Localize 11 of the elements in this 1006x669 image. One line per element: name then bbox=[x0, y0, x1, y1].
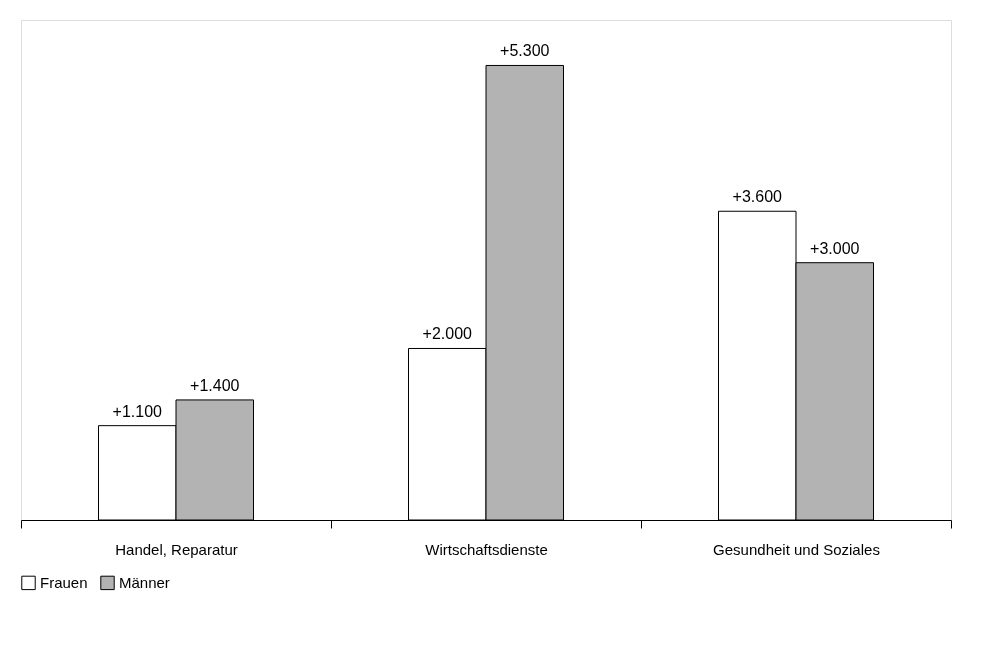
legend-label: Männer bbox=[119, 573, 170, 591]
data-label: +3.000 bbox=[810, 239, 860, 257]
data-label: +1.400 bbox=[190, 376, 240, 394]
data-label: +3.600 bbox=[732, 188, 783, 206]
x-tick-label: Wirtschaftsdienste bbox=[425, 540, 548, 558]
legend-label: Frauen bbox=[40, 573, 88, 591]
data-label: +2.000 bbox=[422, 325, 473, 343]
x-tick-label: Handel, Reparatur bbox=[115, 540, 238, 558]
data-label: +1.100 bbox=[112, 402, 163, 420]
data-label: +5.300 bbox=[500, 42, 550, 60]
x-tick-label: Gesundheit und Soziales bbox=[713, 540, 880, 558]
